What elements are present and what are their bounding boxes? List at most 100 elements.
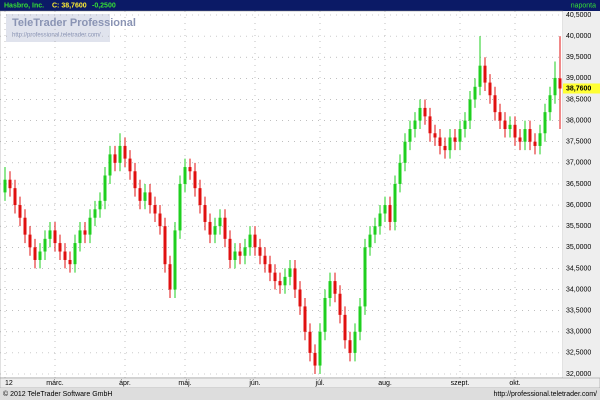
candle-body (453, 137, 457, 142)
candle-body (78, 230, 82, 244)
candle-body (98, 200, 102, 210)
candle-body (518, 137, 522, 142)
candle-body (528, 129, 532, 142)
candle-body (233, 251, 237, 260)
candle-body (8, 179, 12, 189)
candle-body (493, 95, 497, 113)
header-bar (0, 0, 600, 11)
candle-body (463, 120, 467, 130)
candle-body (228, 238, 232, 260)
candle-body (308, 331, 312, 353)
candle-body (143, 192, 147, 201)
candle-body (48, 230, 52, 239)
candle-body (203, 205, 207, 222)
candle-body (243, 247, 247, 256)
y-tick-label: 39,5000 (566, 54, 591, 61)
candle-body (353, 331, 357, 353)
candle-body (288, 268, 292, 277)
candle-body (558, 78, 562, 89)
y-tick-label: 32,0000 (566, 371, 591, 378)
candle-body (433, 133, 437, 138)
candle-body (68, 259, 72, 265)
y-tick-label: 37,0000 (566, 160, 591, 167)
candle-body (168, 264, 172, 290)
candle-body (548, 95, 552, 113)
candle-body (533, 141, 537, 146)
candle-body (293, 268, 297, 290)
candle-body (213, 226, 217, 235)
x-tick-label: jún. (248, 380, 260, 387)
x-tick-label: aug. (378, 380, 392, 387)
candle-body (223, 217, 227, 239)
candle-body (383, 205, 387, 214)
candle-body (483, 65, 487, 83)
x-tick-label: 12 (5, 380, 13, 387)
candle-body (468, 99, 472, 121)
candle-body (408, 129, 412, 142)
candle-body (33, 247, 37, 260)
candle-body (358, 306, 362, 332)
candle-body (278, 281, 282, 286)
x-tick-label: máj. (178, 380, 191, 387)
candle-body (258, 247, 262, 256)
candle-body (513, 124, 517, 138)
y-tick-label: 38,5000 (566, 96, 591, 103)
candle-body (153, 205, 157, 214)
candle-body (43, 238, 47, 252)
candle-body (333, 281, 337, 294)
y-tick-label: 35,0000 (566, 244, 591, 251)
footer-url: http://professional.teletrader.com/ (494, 391, 598, 398)
y-axis-area (563, 11, 600, 378)
y-tick-label: 39,0000 (566, 75, 591, 82)
y-tick-label: 34,0000 (566, 286, 591, 293)
candle-body (253, 234, 257, 248)
candle-body (368, 234, 372, 248)
candle-body (123, 145, 127, 159)
candle-body (523, 129, 527, 142)
y-tick-label: 33,0000 (566, 329, 591, 336)
candle-body (313, 352, 317, 366)
candle-body (23, 217, 27, 235)
candle-body (73, 243, 77, 265)
candle-body (133, 171, 137, 189)
candle-body (113, 154, 117, 163)
candle-body (418, 107, 422, 121)
candle-body (148, 192, 152, 206)
candle-body (103, 175, 107, 201)
candle-body (403, 141, 407, 163)
candle-body (198, 188, 202, 206)
candle-body (83, 230, 87, 235)
candle-body (328, 281, 332, 298)
candle-body (108, 154, 112, 176)
candle-body (508, 124, 512, 130)
candle-body (283, 276, 287, 286)
watermark-box (6, 14, 110, 42)
candle-body (538, 133, 542, 146)
y-tick-label: 40,5000 (566, 12, 591, 19)
candle-body (88, 217, 92, 235)
candle-body (388, 205, 392, 222)
candle-body (363, 247, 367, 307)
candle-body (58, 243, 62, 252)
candle-body (93, 209, 97, 218)
last-price-box (563, 83, 600, 94)
candle-body (3, 179, 7, 193)
watermark-title: TeleTrader Professional (12, 17, 136, 29)
watermark-url: http://professional.teletrader.com/ (12, 33, 101, 39)
candle-body (28, 234, 32, 248)
candle-body (413, 120, 417, 130)
header-period: naponta (571, 2, 596, 9)
footer-copyright: © 2012 TeleTrader Software GmbH (3, 390, 112, 398)
y-tick-label: 34,5000 (566, 265, 591, 272)
candle-body (183, 167, 187, 184)
candle-body (128, 158, 132, 172)
candle-body (338, 293, 342, 315)
y-tick-label: 35,5000 (566, 223, 591, 230)
y-tick-label: 32,5000 (566, 350, 591, 357)
candle-body (503, 120, 507, 130)
candle-body (438, 137, 442, 146)
candle-body (473, 86, 477, 100)
candle-body (443, 145, 447, 151)
candle-body (18, 205, 22, 218)
